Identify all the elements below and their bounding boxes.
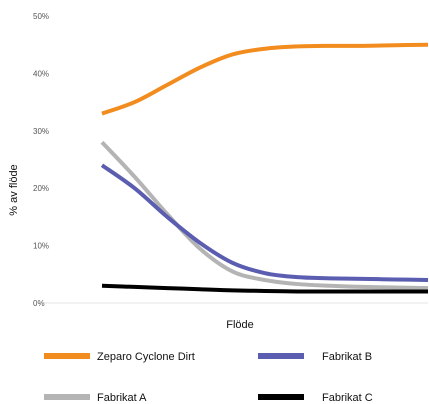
- legend-swatch: [44, 394, 90, 400]
- series-line-fabrikat-c: [101, 283, 428, 294]
- legend-swatch: [44, 353, 90, 359]
- legend-label: Fabrikat A: [97, 392, 147, 404]
- series-line-fabrikat-b: [100, 163, 429, 283]
- legend-swatch: [258, 394, 304, 400]
- legend-item: Fabrikat B: [258, 351, 372, 363]
- plot-area: [44, 42, 429, 304]
- y-tick-label: 10%: [33, 242, 49, 251]
- series-line-fabrikat-a: [100, 140, 429, 291]
- series-line-zeparo-cyclone-dirt: [101, 42, 429, 116]
- legend-item: Fabrikat A: [44, 392, 147, 404]
- y-tick-label: 20%: [33, 184, 49, 193]
- legend-item: Zeparo Cyclone Dirt: [44, 351, 195, 363]
- y-tick-label: 30%: [33, 127, 49, 136]
- legend-swatch: [258, 353, 304, 359]
- y-tick-label: 40%: [33, 69, 49, 78]
- y-axis-ticks: 0% 10% 20% 30% 40% 50%: [33, 12, 49, 308]
- x-axis-label: Flöde: [226, 319, 254, 331]
- legend-label: Fabrikat C: [322, 392, 373, 404]
- legend-label: Fabrikat B: [322, 351, 372, 363]
- y-tick-label: 50%: [33, 12, 49, 21]
- legend-label: Zeparo Cyclone Dirt: [97, 351, 195, 363]
- legend-item: Fabrikat C: [258, 392, 373, 404]
- legend: Zeparo Cyclone Dirt Fabrikat B Fabrikat A F…: [44, 351, 373, 404]
- y-axis-label: % av flöde: [8, 164, 20, 215]
- y-tick-label: 0%: [33, 299, 45, 308]
